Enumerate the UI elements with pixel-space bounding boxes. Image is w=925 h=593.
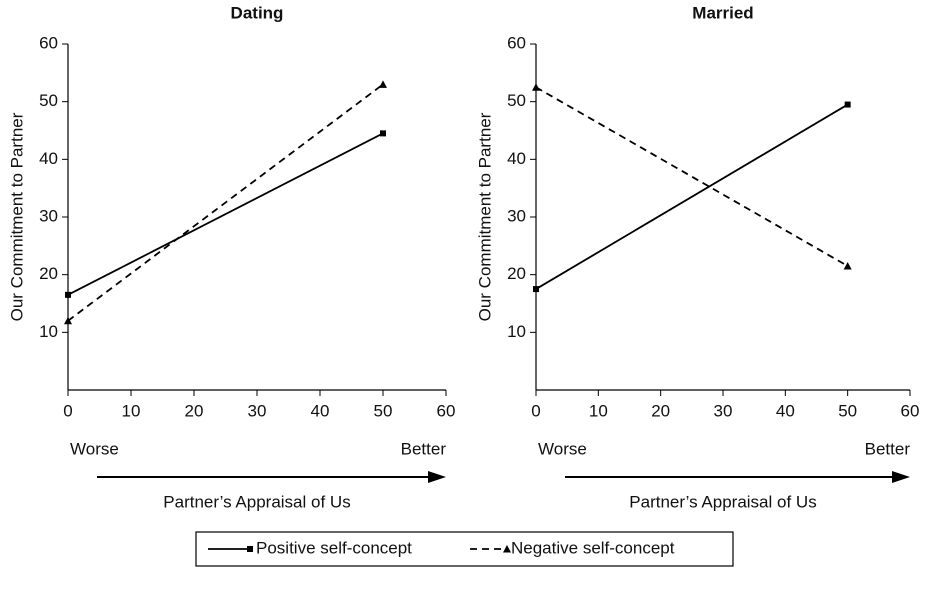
series-line — [67, 83, 384, 322]
y-axis-label: Our Commitment to Partner — [7, 112, 26, 321]
x-low-label: Worse — [70, 439, 119, 458]
x-tick-label: 50 — [374, 401, 393, 420]
marker — [380, 130, 386, 137]
legend-marker — [247, 546, 253, 552]
y-tick-label: 20 — [507, 264, 526, 283]
x-tick-label: 60 — [901, 401, 920, 420]
x-tick-label: 0 — [63, 401, 72, 420]
legend-marker — [503, 545, 511, 553]
x-tick-label: 50 — [838, 401, 857, 420]
y-tick-label: 10 — [39, 322, 58, 341]
marker — [844, 101, 851, 108]
x-tick-label: 30 — [714, 401, 733, 420]
x-tick-label: 60 — [437, 401, 456, 420]
x-tick-label: 0 — [531, 401, 540, 420]
y-tick-label: 30 — [507, 206, 526, 225]
arrow-head — [428, 471, 446, 483]
arrow-head — [892, 471, 910, 483]
panel-title: Married — [692, 3, 753, 22]
x-high-label: Better — [865, 439, 911, 458]
series-line — [535, 103, 849, 290]
marker — [533, 286, 539, 293]
y-tick-label: 20 — [39, 264, 58, 283]
marker — [532, 83, 540, 91]
legend-label: Negative self-concept — [511, 538, 675, 557]
y-tick-label: 50 — [39, 91, 58, 110]
x-tick-label: 30 — [248, 401, 267, 420]
y-tick-label: 10 — [507, 322, 526, 341]
y-tick-label: 30 — [39, 206, 58, 225]
panel-title: Dating — [231, 3, 284, 22]
x-low-label: Worse — [538, 439, 587, 458]
x-tick-label: 10 — [122, 401, 141, 420]
y-tick-label: 40 — [507, 149, 526, 168]
y-axis-label: Our Commitment to Partner — [475, 112, 494, 321]
y-tick-label: 60 — [39, 33, 58, 52]
marker — [65, 291, 71, 298]
x-tick-label: 20 — [185, 401, 204, 420]
legend-label: Positive self-concept — [256, 538, 412, 557]
marker — [64, 316, 72, 325]
y-tick-label: 50 — [507, 91, 526, 110]
x-tick-label: 40 — [311, 401, 330, 420]
y-tick-label: 40 — [39, 149, 58, 168]
marker — [843, 262, 852, 270]
x-tick-label: 40 — [776, 401, 795, 420]
y-tick-label: 60 — [507, 33, 526, 52]
x-axis-label: Partner’s Appraisal of Us — [163, 492, 350, 511]
series-line — [535, 86, 849, 267]
marker — [379, 80, 387, 88]
legend-box — [195, 531, 734, 567]
x-axis-label: Partner’s Appraisal of Us — [629, 492, 816, 511]
series-line — [67, 132, 384, 296]
x-high-label: Better — [401, 439, 447, 458]
x-tick-label: 10 — [589, 401, 608, 420]
x-tick-label: 20 — [651, 401, 670, 420]
